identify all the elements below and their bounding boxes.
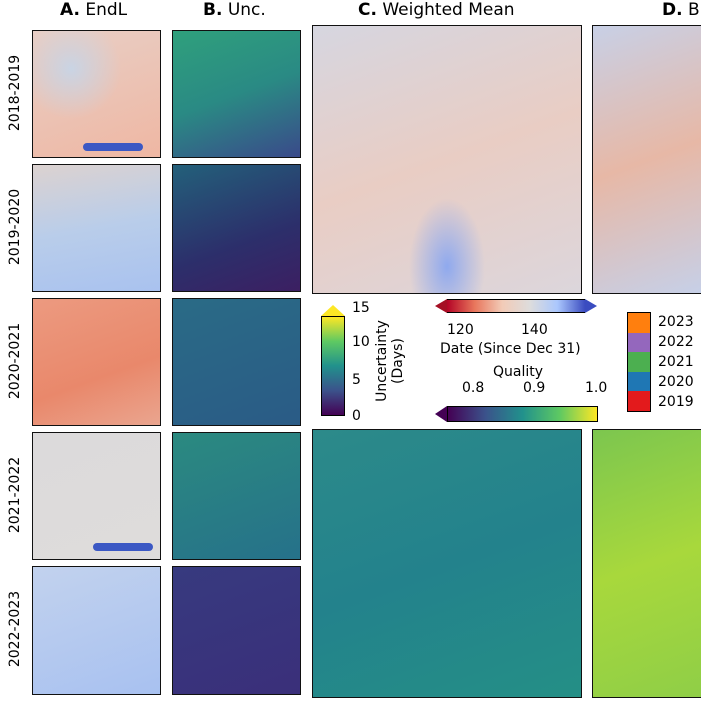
column-title-d: D. B	[662, 0, 700, 20]
year-tick: 2023	[658, 314, 694, 330]
column-letter: C.	[358, 0, 377, 20]
map-endl-2019-2020	[32, 164, 161, 292]
uncertainty-colorbar	[321, 316, 345, 416]
row-label: 2020-2021	[7, 322, 23, 400]
column-letter: B.	[203, 0, 223, 20]
quality-label: Quality	[493, 364, 544, 380]
quality-colorbar-arrow	[435, 406, 447, 422]
lake-shape	[93, 543, 153, 551]
row-label: 2018-2019	[7, 54, 23, 132]
quality-tick: 0.8	[462, 380, 485, 396]
year-swatch-2019	[628, 391, 650, 411]
map-unc-2018-2019	[172, 30, 301, 158]
uncertainty-tick: 5	[352, 372, 361, 388]
column-name: EndL	[85, 0, 128, 20]
date-colorbar	[447, 299, 585, 313]
year-tick: 2022	[658, 334, 694, 350]
uncertainty-colorbar-arrow	[321, 305, 345, 316]
map-endl-2018-2019	[32, 30, 161, 158]
year-swatch-2020	[628, 371, 650, 392]
map-weighted-mean-quality	[312, 429, 582, 698]
uncertainty-tick: 10	[352, 334, 370, 350]
column-letter: D.	[662, 0, 683, 20]
date-colorbar-arrow-left	[435, 299, 447, 313]
date-colorbar-arrow-right	[585, 299, 597, 313]
year-swatch-2023	[628, 313, 650, 333]
map-unc-2020-2021	[172, 298, 301, 426]
row-label: 2019-2020	[7, 188, 23, 266]
quality-tick: 1.0	[585, 380, 608, 396]
year-tick: 2020	[658, 374, 694, 390]
year-swatch-2022	[628, 332, 650, 353]
map-endl-2022-2023	[32, 566, 161, 695]
map-endl-2021-2022	[32, 432, 161, 560]
year-tick: 2021	[658, 354, 694, 370]
year-swatch-2021	[628, 352, 650, 372]
date-tick: 120	[447, 322, 474, 338]
column-letter: A.	[60, 0, 80, 20]
date-tick: 140	[521, 322, 548, 338]
year-colorbar	[627, 312, 651, 412]
row-label: 2021-2022	[7, 456, 23, 534]
map-weighted-mean-date	[312, 25, 582, 294]
column-name: Unc.	[227, 0, 266, 20]
column-title-c: C. Weighted Mean	[358, 0, 515, 20]
column-title-b: B. Unc.	[203, 0, 266, 20]
uncertainty-label-unit: (Days)	[390, 338, 406, 384]
quality-tick: 0.9	[523, 380, 546, 396]
quality-colorbar	[447, 406, 598, 422]
uncertainty-label-line: Uncertainty	[374, 320, 390, 402]
row-label: 2022-2023	[7, 590, 23, 668]
column-name: Weighted Mean	[382, 0, 515, 20]
map-unc-2019-2020	[172, 164, 301, 292]
map-unc-2022-2023	[172, 566, 301, 695]
map-d-top	[592, 25, 701, 294]
uncertainty-label: Uncertainty (Days)	[374, 311, 406, 411]
year-tick: 2019	[658, 394, 694, 410]
map-endl-2020-2021	[32, 298, 161, 426]
uncertainty-tick: 0	[352, 408, 361, 424]
uncertainty-tick: 15	[352, 300, 370, 316]
column-name: B	[687, 0, 700, 20]
map-d-bottom	[592, 429, 701, 698]
date-label: Date (Since Dec 31)	[440, 341, 581, 357]
lake-shape	[83, 143, 143, 151]
column-title-a: A. EndL	[60, 0, 127, 20]
map-unc-2021-2022	[172, 432, 301, 560]
